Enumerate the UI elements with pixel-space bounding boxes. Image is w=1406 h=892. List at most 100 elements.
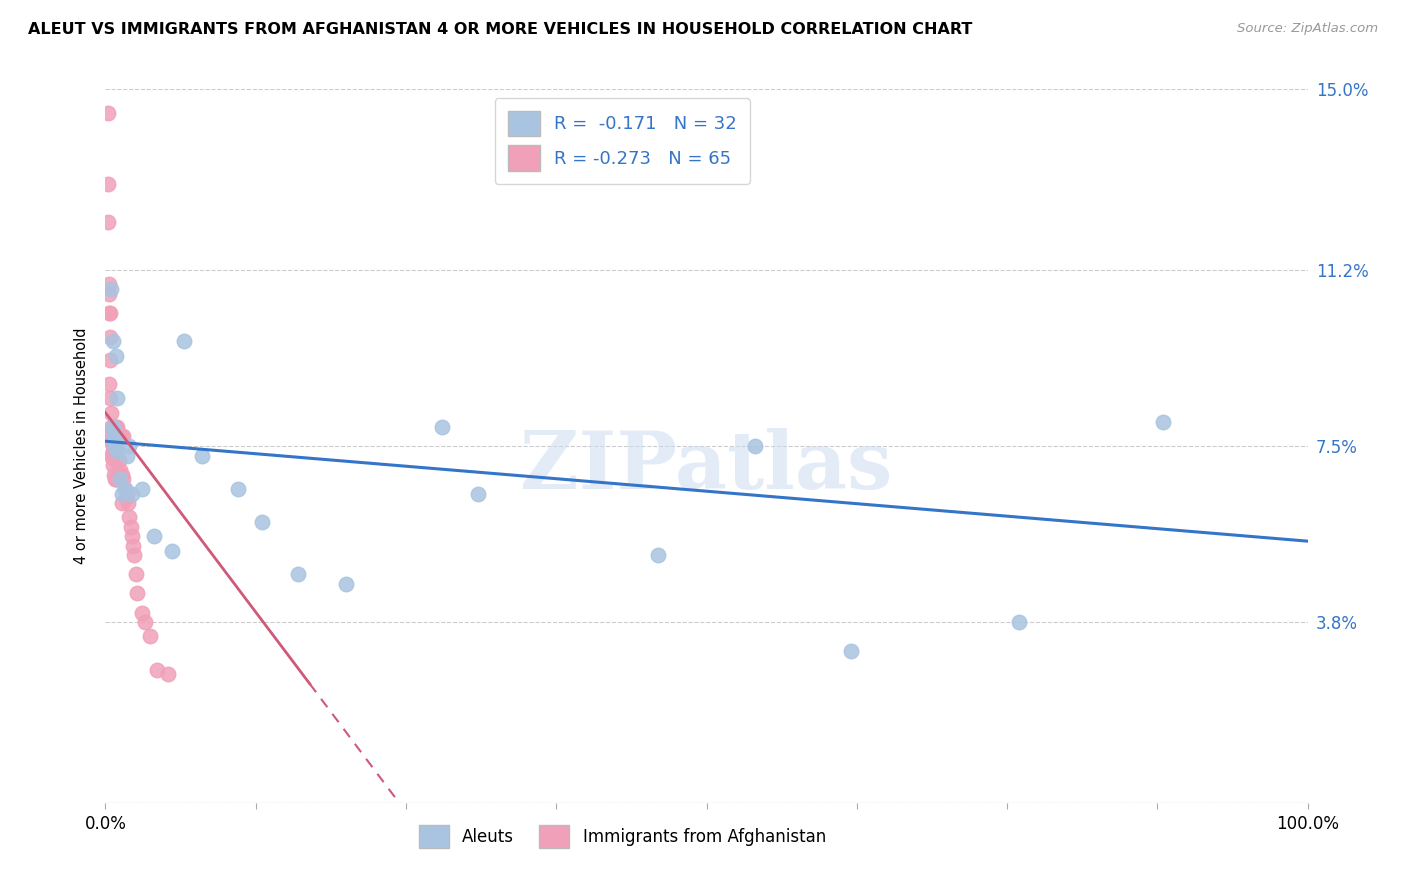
Point xyxy=(100,282,122,296)
Point xyxy=(134,615,156,629)
Point xyxy=(115,486,138,500)
Point xyxy=(114,482,136,496)
Point xyxy=(1152,415,1174,429)
Point xyxy=(335,577,357,591)
Point xyxy=(97,215,120,229)
Point xyxy=(110,429,132,443)
Point xyxy=(107,429,129,443)
Point xyxy=(100,449,122,463)
Point xyxy=(107,429,129,443)
Point xyxy=(139,629,162,643)
Point xyxy=(103,425,125,439)
Text: ZIPatlas: ZIPatlas xyxy=(520,428,893,507)
Point xyxy=(156,667,179,681)
Point xyxy=(112,472,135,486)
Point xyxy=(103,467,125,482)
Point xyxy=(103,439,125,453)
Point xyxy=(107,472,129,486)
Point xyxy=(839,643,862,657)
Point xyxy=(121,486,143,500)
Point xyxy=(101,443,124,458)
Point xyxy=(146,663,169,677)
Point xyxy=(104,453,127,467)
Point xyxy=(104,439,127,453)
Point xyxy=(105,429,128,443)
Point xyxy=(107,392,129,406)
Point xyxy=(101,458,124,472)
Point xyxy=(103,420,125,434)
Point xyxy=(122,539,145,553)
Point xyxy=(100,425,122,439)
Point xyxy=(97,106,120,120)
Point xyxy=(98,277,121,292)
Point xyxy=(97,178,120,192)
Point xyxy=(98,392,121,406)
Point xyxy=(160,543,183,558)
Point xyxy=(131,482,153,496)
Point xyxy=(250,515,273,529)
Point xyxy=(124,567,146,582)
Point xyxy=(430,420,453,434)
Point xyxy=(111,496,134,510)
Point xyxy=(98,306,121,320)
Point xyxy=(101,449,124,463)
Point xyxy=(115,449,138,463)
Point xyxy=(101,439,124,453)
Text: Source: ZipAtlas.com: Source: ZipAtlas.com xyxy=(1237,22,1378,36)
Point xyxy=(105,443,128,458)
Point xyxy=(105,472,128,486)
Point xyxy=(115,491,138,506)
Point xyxy=(173,334,195,349)
Point xyxy=(107,443,129,458)
Point xyxy=(108,463,131,477)
Point xyxy=(104,472,127,486)
Point xyxy=(111,486,134,500)
Point xyxy=(107,420,129,434)
Point xyxy=(104,439,127,453)
Point xyxy=(118,510,141,524)
Point xyxy=(108,429,131,443)
Point xyxy=(110,467,132,482)
Point xyxy=(744,439,766,453)
Point xyxy=(112,429,135,443)
Point xyxy=(107,472,129,486)
Point xyxy=(114,482,136,496)
Point xyxy=(107,443,129,458)
Point xyxy=(131,606,153,620)
Point xyxy=(121,529,143,543)
Point xyxy=(120,520,142,534)
Point xyxy=(107,453,129,467)
Point xyxy=(105,420,128,434)
Point xyxy=(190,449,212,463)
Point xyxy=(117,496,139,510)
Point xyxy=(105,349,128,363)
Point xyxy=(100,420,122,434)
Point xyxy=(226,482,249,496)
Point xyxy=(103,429,125,443)
Point xyxy=(108,472,131,486)
Point xyxy=(98,329,121,343)
Legend: Aleuts, Immigrants from Afghanistan: Aleuts, Immigrants from Afghanistan xyxy=(412,818,832,855)
Point xyxy=(142,529,165,543)
Point xyxy=(1008,615,1031,629)
Point xyxy=(98,353,121,368)
Point xyxy=(125,586,148,600)
Text: ALEUT VS IMMIGRANTS FROM AFGHANISTAN 4 OR MORE VEHICLES IN HOUSEHOLD CORRELATION: ALEUT VS IMMIGRANTS FROM AFGHANISTAN 4 O… xyxy=(28,22,973,37)
Point xyxy=(98,377,121,392)
Point xyxy=(98,286,121,301)
Point xyxy=(124,549,146,563)
Point xyxy=(98,306,121,320)
Point xyxy=(101,334,124,349)
Point xyxy=(104,425,127,439)
Point xyxy=(100,434,122,449)
Point xyxy=(103,449,125,463)
Point xyxy=(118,439,141,453)
Point xyxy=(103,429,125,443)
Point xyxy=(111,467,134,482)
Point xyxy=(101,429,124,443)
Point xyxy=(647,549,669,563)
Point xyxy=(100,406,122,420)
Point xyxy=(287,567,309,582)
Y-axis label: 4 or more Vehicles in Household: 4 or more Vehicles in Household xyxy=(75,327,90,565)
Point xyxy=(467,486,489,500)
